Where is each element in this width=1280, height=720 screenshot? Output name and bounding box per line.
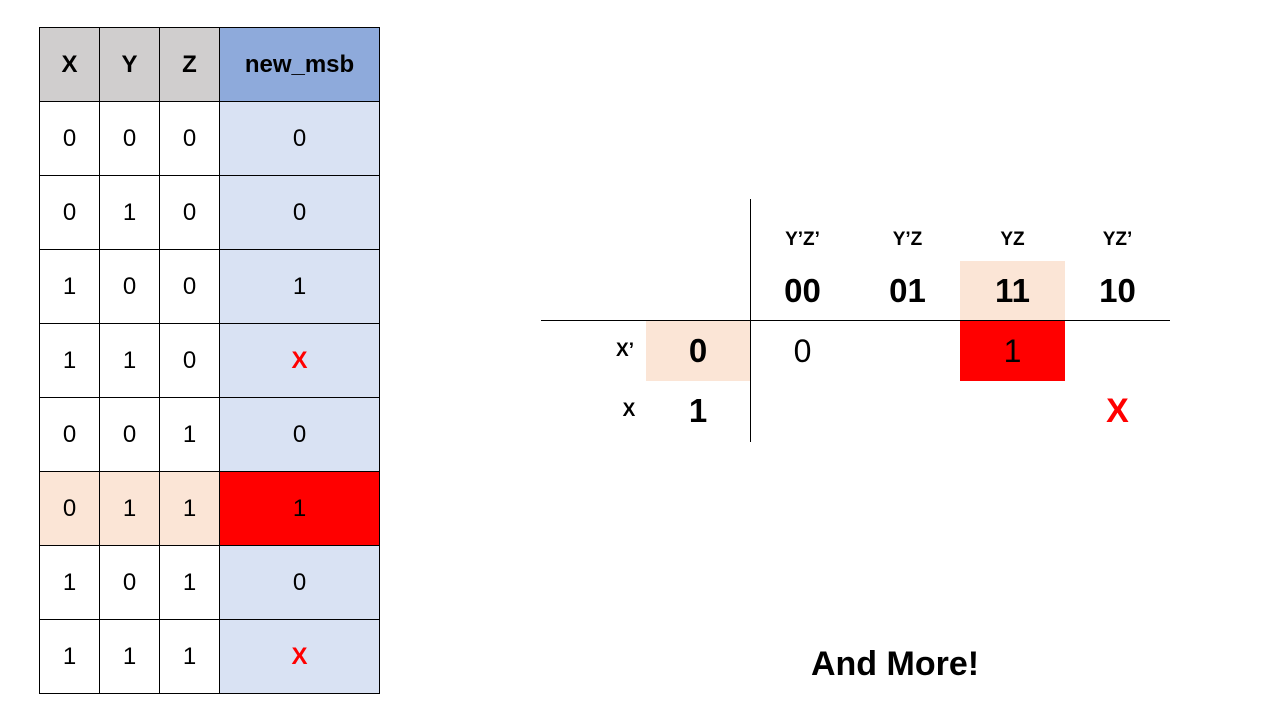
cell-x: 0: [39, 471, 100, 546]
table-row: 0 0 0 0: [39, 101, 380, 176]
cell-new-msb-dont-care: X: [219, 619, 380, 694]
table-row: 1 1 1 X: [39, 619, 380, 694]
cell-z: 1: [159, 545, 220, 620]
table-row: 0 0 1 0: [39, 397, 380, 472]
cell-x: 1: [39, 545, 100, 620]
kmap-cell-highlighted: 1: [960, 321, 1065, 381]
kmap-column-label: YZ’: [1102, 229, 1133, 250]
cell-z: 0: [159, 249, 220, 324]
cell-y: 1: [99, 323, 160, 398]
cell-z: 0: [159, 323, 220, 398]
table-row: 1 0 0 1: [39, 249, 380, 324]
kmap-row-label: X’: [616, 340, 634, 361]
kmap-cell: [855, 321, 960, 381]
cell-new-msb-dont-care: X: [219, 323, 380, 398]
kmap-row-code: 0: [688, 332, 708, 369]
header-z: Z: [159, 27, 220, 102]
cell-new-msb: 0: [219, 175, 380, 250]
cell-y: 1: [99, 619, 160, 694]
cell-y: 0: [99, 397, 160, 472]
cell-y: 0: [99, 545, 160, 620]
cell-y: 0: [99, 101, 160, 176]
table-row: 1 0 1 0: [39, 545, 380, 620]
cell-new-msb: 0: [219, 101, 380, 176]
cell-y: 1: [99, 471, 160, 546]
table-row: 0 1 0 0: [39, 175, 380, 250]
kmap-column-highlight: [960, 261, 1065, 321]
kmap-row-label: X: [622, 400, 636, 421]
kmap-column-code: 01: [889, 272, 926, 309]
kmap-cell: 0: [793, 332, 812, 369]
cell-new-msb: 1: [219, 471, 380, 546]
cell-z: 0: [159, 175, 220, 250]
cell-x: 0: [39, 175, 100, 250]
kmap-cell: [1065, 321, 1170, 381]
cell-z: 1: [159, 619, 220, 694]
cell-z: 1: [159, 397, 220, 472]
cell-new-msb: 1: [219, 249, 380, 324]
kmap-column-label: Y’Z’: [785, 229, 820, 250]
cell-new-msb: 0: [219, 397, 380, 472]
kmap-cell-dont-care: X: [1106, 391, 1129, 430]
kmap-cell: [855, 381, 960, 441]
truth-table-header-row: X Y Z new_msb: [39, 27, 380, 102]
cell-x: 1: [39, 323, 100, 398]
kmap-column-code: 11: [995, 272, 1030, 309]
kmap-cell: [960, 381, 1065, 441]
kmap-cell: [750, 381, 855, 441]
cell-y: 1: [99, 175, 160, 250]
cell-x: 1: [39, 249, 100, 324]
cell-new-msb: 0: [219, 545, 380, 620]
table-row-highlighted: 0 1 1 1: [39, 471, 380, 546]
table-row: 1 1 0 X: [39, 323, 380, 398]
kmap-column-code: 00: [784, 272, 821, 309]
cell-z: 0: [159, 101, 220, 176]
cell-y: 0: [99, 249, 160, 324]
cell-x: 0: [39, 101, 100, 176]
header-new-msb: new_msb: [219, 27, 380, 102]
kmap-column-label: Y’Z: [892, 229, 923, 250]
kmap-column-code: 10: [1099, 272, 1136, 309]
kmap-row-code: 1: [688, 392, 708, 429]
cell-x: 1: [39, 619, 100, 694]
cell-z: 1: [159, 471, 220, 546]
cell-x: 0: [39, 397, 100, 472]
and-more-caption: And More!: [810, 644, 980, 683]
header-y: Y: [99, 27, 160, 102]
kmap-horizontal-divider: [541, 320, 1170, 321]
truth-table: X Y Z new_msb 0 0 0 0 0 1 0 0 1 0 0 1 1 …: [39, 27, 380, 694]
header-x: X: [39, 27, 100, 102]
kmap-column-label: YZ: [1000, 229, 1025, 250]
kmap-row-highlight: [646, 321, 750, 381]
